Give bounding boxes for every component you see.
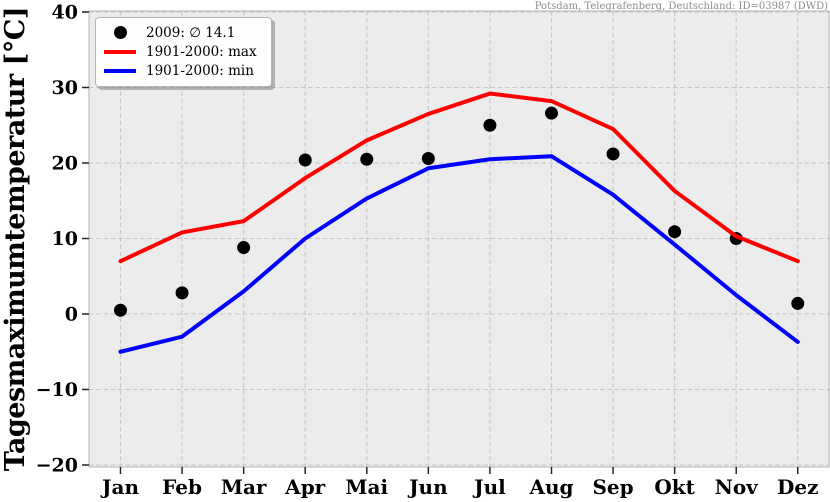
series-line-min [118, 154, 800, 354]
data-point-2009 [237, 241, 251, 255]
data-point-2009 [421, 151, 435, 165]
legend-label: 1901-2000: min [146, 62, 254, 79]
data-point-2009 [606, 147, 620, 161]
x-tick-label-month: Jul [472, 475, 506, 499]
axis-tick-layer: 40 30 20 10 0 −10 −20 Jan Feb Mar Apr Mai Jun Jul Aug S… [36, 2, 819, 500]
data-point-2009 [791, 296, 805, 310]
x-tick-label-month: Mar [221, 475, 267, 499]
series-line-max [118, 91, 800, 264]
y-tick-label: −20 [36, 455, 78, 477]
data-point-2009 [175, 286, 189, 300]
legend-label: 1901-2000: max [146, 43, 257, 60]
x-tick-label-month: Sep [592, 475, 633, 499]
legend-item-max: 1901-2000: max [103, 42, 261, 61]
legend-min-line-marker [104, 68, 136, 73]
x-tick-label-month: Aug [528, 475, 573, 499]
y-axis-label: Tagesmaximumtemperatur [°C] [0, 7, 31, 471]
series-layer [114, 91, 805, 354]
x-tick-label-month: Okt [654, 475, 695, 499]
x-tick-label-month: Jan [100, 475, 139, 499]
x-tick-label-month: Apr [284, 475, 326, 499]
x-tick-label-month: Dez [777, 475, 818, 499]
grid-layer [89, 11, 829, 467]
data-point-2009 [483, 118, 497, 132]
legend-item-min: 1901-2000: min [103, 61, 261, 80]
legend: 2009: ∅ 14.1 1901-2000: max 1901-2000: m… [95, 17, 272, 87]
x-tick-label-month: Mai [345, 475, 388, 499]
legend-item-2009: 2009: ∅ 14.1 [103, 23, 261, 42]
legend-label: 2009: ∅ 14.1 [146, 24, 236, 41]
y-tick-label: 10 [52, 228, 78, 250]
legend-max-line-marker [104, 49, 136, 54]
x-tick-label-month: Nov [715, 475, 760, 499]
legend-dot-marker [113, 26, 127, 39]
station-note: Potsdam, Telegrafenberg, Deutschland: ID… [535, 1, 828, 12]
x-tick-label-month: Jun [407, 475, 448, 499]
x-tick-label-month: Feb [162, 475, 202, 499]
y-tick-label: 30 [52, 77, 78, 99]
y-tick-label: 0 [65, 304, 78, 326]
legend-marker-wrap [103, 26, 137, 39]
y-tick-label: 40 [52, 2, 78, 24]
data-point-2009 [114, 303, 127, 317]
data-point-2009 [544, 106, 558, 120]
legend-marker-wrap [103, 68, 137, 73]
legend-marker-wrap [103, 49, 137, 54]
data-point-2009 [668, 225, 682, 239]
y-tick-label: −10 [36, 379, 78, 401]
data-point-2009 [298, 153, 312, 167]
data-point-2009 [360, 152, 374, 166]
y-tick-label: 20 [52, 153, 78, 175]
